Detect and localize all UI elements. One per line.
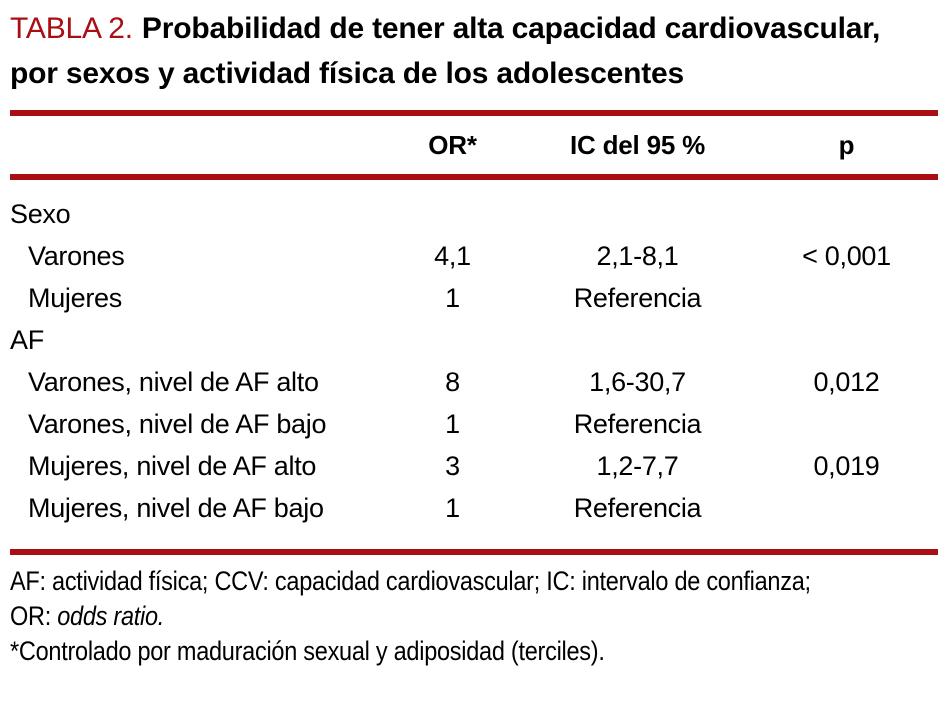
table-footnotes: AF: actividad física; CCV: capacidad car…	[10, 564, 938, 669]
footnote-odds-ratio-italic: odds ratio.	[57, 601, 165, 631]
ic-value: Referencia	[573, 492, 702, 523]
table-row-mujeres-af-bajo: Mujeres, nivel de AF bajo 1 Referencia	[10, 487, 938, 529]
ic-value: Referencia	[573, 408, 702, 439]
table-row-varones-af-bajo: Varones, nivel de AF bajo 1 Referencia	[10, 403, 938, 445]
table-row-varones: Varones 4,1 2,1-8,1 < 0,001	[10, 235, 938, 277]
table-rule-mid	[10, 174, 938, 180]
or-value: 1	[445, 282, 460, 313]
table-row-mujeres: Mujeres 1 Referencia	[10, 277, 938, 319]
or-value: 8	[445, 366, 460, 397]
table-rule-top	[10, 110, 938, 116]
p-value: 0,012	[813, 366, 880, 397]
header-or: OR*	[428, 129, 477, 160]
table-header-row: OR* IC del 95 % p	[10, 116, 938, 174]
table-row-varones-af-alto: Varones, nivel de AF alto 8 1,6-30,7 0,0…	[10, 361, 938, 403]
ic-value: Referencia	[573, 282, 702, 313]
table-rule-bottom	[10, 549, 938, 555]
table-body-padding	[10, 529, 938, 549]
or-value: 4,1	[434, 240, 471, 271]
footnote-asterisk-note: *Controlado por maduración sexual y adip…	[10, 636, 605, 666]
p-value: < 0,001	[802, 240, 891, 271]
row-label: Mujeres, nivel de AF bajo	[28, 492, 324, 523]
or-value: 1	[445, 492, 460, 523]
table-row-group-af: AF	[10, 319, 938, 361]
header-ic: IC del 95 %	[569, 129, 706, 160]
table-title-text: Probabilidad de tener alta capacidad car…	[10, 12, 881, 90]
row-label: Varones	[28, 240, 125, 271]
table-number-label: TABLA 2.	[10, 12, 133, 45]
row-label: Mujeres, nivel de AF alto	[28, 450, 317, 481]
row-label: Mujeres	[28, 282, 122, 313]
ic-value: 2,1-8,1	[596, 240, 679, 271]
p-value: 0,019	[813, 450, 880, 481]
ic-value: 1,6-30,7	[589, 366, 686, 397]
row-label: Sexo	[10, 198, 71, 229]
footnote-abbreviations-line1: AF: actividad física; CCV: capacidad car…	[10, 566, 811, 596]
table-body: Sexo Varones 4,1 2,1-8,1 < 0,001 Mujeres…	[10, 180, 938, 549]
or-value: 1	[445, 408, 460, 439]
table-header: OR* IC del 95 % p	[10, 116, 938, 174]
header-p: p	[838, 129, 855, 160]
row-label: AF	[10, 324, 44, 355]
table-row-group-sexo: Sexo	[10, 193, 938, 235]
row-label: Varones, nivel de AF bajo	[28, 408, 327, 439]
or-value: 3	[445, 450, 460, 481]
footnote-or-prefix: OR:	[10, 601, 58, 631]
ic-value: 1,2-7,7	[596, 450, 679, 481]
footnote-abbreviations-line2: OR: odds ratio.	[10, 599, 817, 634]
table-title: TABLA 2. Probabilidad de tener alta capac…	[10, 6, 925, 96]
table-row-mujeres-af-alto: Mujeres, nivel de AF alto 3 1,2-7,7 0,01…	[10, 445, 938, 487]
row-label: Varones, nivel de AF alto	[28, 366, 319, 397]
